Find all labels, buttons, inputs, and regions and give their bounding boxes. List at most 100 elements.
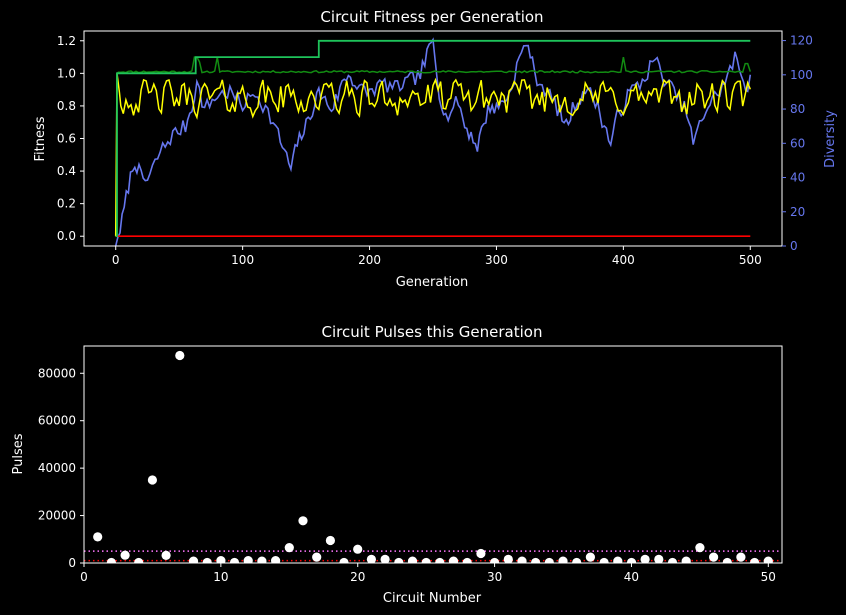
fitness-y-tick-label: 0.8 <box>57 99 76 113</box>
fitness-x-tick-label: 100 <box>231 253 254 267</box>
pulses-point <box>243 556 253 563</box>
pulses-point <box>134 557 144 563</box>
pulses-y-tick-label: 40000 <box>38 461 76 475</box>
pulses-x-axis: 0 10 20 30 40 50 <box>80 563 776 584</box>
pulses-point <box>599 557 609 563</box>
fitness-x-tick-label: 300 <box>485 253 508 267</box>
pulses-y-tick-label: 20000 <box>38 509 76 523</box>
pulses-point <box>476 548 486 559</box>
pulses-x-tick-label: 50 <box>761 570 776 584</box>
pulses-point <box>188 556 199 563</box>
fitness-x-tick-label: 0 <box>112 253 120 267</box>
pulses-y-tick-label: 80000 <box>38 366 76 380</box>
pulses-plot-area <box>84 350 782 563</box>
pulses-point <box>175 350 185 361</box>
pulses-point <box>435 557 445 563</box>
diversity-y-axis: 0 20 40 60 80 100 120 <box>782 34 813 253</box>
pulses-point <box>271 556 281 563</box>
upper-fitness-line <box>116 56 752 74</box>
pulses-point <box>462 557 472 563</box>
fitness-x-axis: 0 100 200 300 400 500 <box>112 246 762 267</box>
pulses-point <box>531 557 541 563</box>
pulses-point <box>503 554 513 563</box>
diversity-series-line <box>114 37 752 246</box>
diversity-y-tick-label: 80 <box>790 102 805 116</box>
pulses-point <box>448 556 459 563</box>
pulses-x-tick-label: 40 <box>624 570 639 584</box>
pulses-x-tick-label: 30 <box>487 570 502 584</box>
fitness-chart-title: Circuit Fitness per Generation <box>320 8 543 26</box>
pulses-y-tick-label: 60000 <box>38 414 76 428</box>
pulses-point <box>147 475 157 485</box>
pulses-point <box>681 556 691 563</box>
diversity-y-tick-label: 60 <box>790 136 805 150</box>
pulses-x-label: Circuit Number <box>383 591 482 606</box>
fitness-chart: Circuit Fitness per Generation 0 100 200 30… <box>33 8 838 290</box>
pulses-point <box>750 557 760 563</box>
pulses-point <box>517 556 527 563</box>
pulses-x-tick-label: 10 <box>213 570 228 584</box>
pulses-point <box>257 556 267 563</box>
pulses-point <box>626 557 637 563</box>
pulses-chart-title: Circuit Pulses this Generation <box>322 323 543 341</box>
pulses-point <box>407 556 418 563</box>
pulses-point <box>216 556 226 563</box>
diversity-y-label: Diversity <box>823 110 838 168</box>
pulses-point <box>298 516 308 526</box>
pulses-point <box>353 544 363 554</box>
pulses-x-tick-label: 20 <box>350 570 365 584</box>
pulses-point <box>120 550 130 560</box>
pulses-point <box>544 557 554 563</box>
best-fitness-line <box>115 39 751 238</box>
diversity-y-tick-label: 20 <box>790 205 805 219</box>
pulses-point <box>93 532 103 542</box>
fitness-y-axis: 0.0 0.2 0.4 0.6 0.8 1.0 1.2 <box>57 34 84 243</box>
diversity-y-tick-label: 100 <box>790 68 813 82</box>
pulses-point <box>736 552 746 562</box>
diversity-y-tick-label: 0 <box>790 239 798 253</box>
pulses-point <box>640 554 650 563</box>
pulses-y-tick-label: 0 <box>68 556 76 570</box>
fitness-y-tick-label: 0.2 <box>57 197 76 211</box>
mean-fitness-line <box>114 73 751 237</box>
fitness-y-tick-label: 0.4 <box>57 164 76 178</box>
pulses-point <box>572 557 582 563</box>
pulses-point <box>709 552 719 562</box>
pulses-point <box>490 557 500 563</box>
pulses-y-label: Pulses <box>11 433 26 474</box>
pulses-point <box>394 557 404 563</box>
pulses-point <box>284 543 294 553</box>
pulses-point <box>695 543 705 553</box>
pulses-point <box>380 554 390 563</box>
fitness-x-label: Generation <box>396 275 469 290</box>
pulses-point <box>106 557 116 563</box>
pulses-point <box>161 550 171 561</box>
fitness-x-tick-label: 200 <box>358 253 381 267</box>
fitness-x-tick-label: 400 <box>612 253 635 267</box>
pulses-point <box>229 557 240 563</box>
pulses-chart: Circuit Pulses this Generation 0 10 20 30 40… <box>11 323 783 606</box>
fitness-y-tick-label: 0.6 <box>57 132 76 146</box>
pulses-point <box>312 552 322 562</box>
pulses-point <box>613 556 623 563</box>
diversity-y-tick-label: 40 <box>790 171 805 185</box>
fitness-plot-area <box>114 37 752 246</box>
fitness-y-label: Fitness <box>33 116 48 161</box>
fitness-y-tick-label: 0.0 <box>57 229 76 243</box>
pulses-point <box>667 557 678 563</box>
diversity-y-tick-label: 120 <box>790 34 813 48</box>
pulses-y-axis: 0 20000 40000 60000 80000 <box>38 366 84 570</box>
pulses-point <box>763 556 773 563</box>
pulses-point <box>325 535 335 546</box>
pulses-point <box>558 556 568 563</box>
pulses-point <box>585 552 596 562</box>
pulses-point <box>722 557 732 563</box>
pulses-point <box>654 554 664 563</box>
pulses-plot-frame <box>83 345 783 564</box>
pulses-point <box>339 557 349 563</box>
pulses-point <box>366 554 376 563</box>
fitness-x-tick-label: 500 <box>739 253 762 267</box>
pulses-point <box>202 557 212 563</box>
